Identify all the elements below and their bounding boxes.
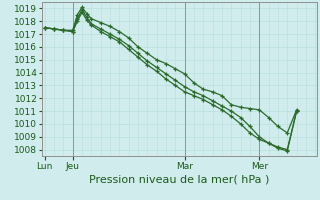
X-axis label: Pression niveau de la mer( hPa ): Pression niveau de la mer( hPa ) — [89, 175, 269, 185]
